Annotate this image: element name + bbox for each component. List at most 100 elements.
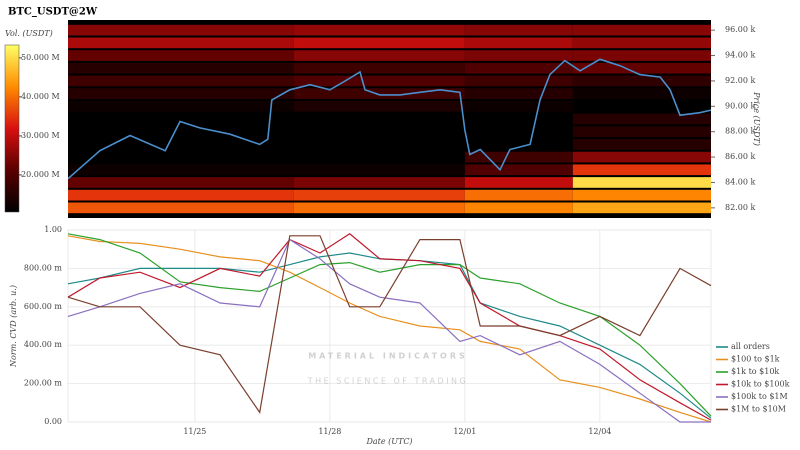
heatmap-cell [293, 126, 465, 138]
heatmap-cell [572, 88, 711, 99]
series-line [67, 235, 712, 414]
heatmap-cell [572, 189, 711, 201]
heatmap-cell [68, 37, 294, 49]
series-line [67, 233, 712, 421]
heatmap-cell [293, 177, 465, 188]
y-tick-label: 400.00 m [24, 340, 63, 349]
x-tick-label: 11/28 [318, 427, 341, 436]
y-tick-label: 200.00 m [24, 379, 63, 388]
x-tick-label: 11/25 [183, 427, 206, 436]
heatmap-cell [68, 189, 294, 201]
heatmap-cell [68, 62, 294, 74]
heatmap-cell [464, 75, 573, 87]
y-tick-label: 88.00 k [725, 127, 755, 136]
heatmap-cell [293, 113, 465, 125]
heatmap-cell [293, 100, 465, 112]
chart-title: BTC_USDT@2W [8, 7, 98, 18]
y-axis-title: Norm. CVD (arb. u.) [9, 285, 18, 368]
colorbar-tick-label: 20.000 M [21, 170, 60, 179]
heatmap-cell [293, 164, 465, 176]
heatmap-cell [464, 113, 573, 125]
heatmap-cell [293, 37, 465, 49]
legend-label: $100k to $1M [731, 392, 788, 401]
heatmap-cell [293, 50, 465, 61]
heatmap-cell [464, 177, 573, 188]
heatmap-cell [293, 139, 465, 150]
heatmap-cell [572, 202, 711, 214]
heatmap-cell [68, 75, 294, 87]
plot-area [67, 229, 712, 423]
colorbar-tick-label: 40.000 M [21, 92, 60, 101]
heatmap-cell [68, 164, 294, 176]
y-tick-label: 94.00 k [725, 51, 755, 60]
colorbar-tick-label: 30.000 M [21, 131, 60, 140]
heatmap-cell [572, 62, 711, 74]
heatmap-cell [464, 164, 573, 176]
y-tick-label: 0.00 [44, 417, 62, 426]
heatmap-cell [293, 24, 465, 36]
heatmap-cells [68, 24, 711, 214]
series-line [67, 238, 711, 423]
x-axis-title: Date (UTC) [365, 437, 412, 446]
price-line [68, 58, 711, 180]
heatmap-cell [68, 177, 294, 188]
heatmap-cell [464, 151, 573, 163]
y-tick-label: 84.00 k [725, 177, 755, 186]
heatmap-cell [293, 88, 465, 99]
heatmap-cell [464, 100, 573, 112]
legend-label: $1M to $10M [731, 405, 786, 414]
heatmap-cell [464, 139, 573, 150]
y-axis-title: Price (USDT) [752, 91, 761, 146]
legend-label: $100 to $1k [731, 355, 780, 364]
colorbar [4, 44, 20, 213]
y-tick-label: 1.00 [44, 225, 62, 234]
heatmap-cell [464, 62, 573, 74]
watermark-subtitle: THE SCIENCE OF TRADING [307, 377, 468, 386]
x-tick-label: 12/01 [453, 427, 476, 436]
heatmap-cell [68, 88, 294, 99]
heatmap-cell [464, 88, 573, 99]
heatmap-cell [464, 189, 573, 201]
y-tick-label: 90.00 k [725, 101, 755, 110]
heatmap-cell [464, 50, 573, 61]
heatmap-cell [464, 202, 573, 214]
heatmap-cell [464, 126, 573, 138]
y-tick-label: 800.00 m [24, 263, 63, 272]
heatmap-cell [464, 37, 573, 49]
heatmap-cell [293, 75, 465, 87]
watermark-title: MATERIAL INDICATORS [308, 352, 468, 361]
heatmap-cell [68, 113, 294, 125]
heatmap-cell [68, 50, 294, 61]
heatmap-cell [464, 24, 573, 36]
heatmap-cell [68, 139, 294, 150]
y-tick-label: 86.00 k [725, 152, 755, 161]
legend-label: $1k to $10k [731, 367, 779, 376]
heatmap-cell [572, 37, 711, 49]
heatmap-cell [572, 126, 711, 138]
y-tick-label: 600.00 m [24, 302, 63, 311]
heatmap-cell [572, 50, 711, 61]
legend-label: all orders [731, 342, 770, 351]
colorbar-title: Vol. (USDT) [5, 29, 53, 38]
heatmap-cell [68, 151, 294, 163]
heatmap-cell [68, 24, 294, 36]
legend-label: $10k to $100k [731, 380, 790, 389]
series-line [67, 235, 712, 423]
heatmap-cell [293, 189, 465, 201]
heatmap-cell [293, 202, 465, 214]
heatmap-cell [293, 62, 465, 74]
heatmap-cell [572, 75, 711, 87]
y-tick-label: 82.00 k [725, 203, 755, 212]
colorbar-tick-label: 50.000 M [21, 53, 60, 62]
heatmap-cell [68, 100, 294, 112]
heatmap-cell [572, 151, 711, 163]
heatmap-cell [68, 126, 294, 138]
heatmap-cell [572, 164, 711, 176]
heatmap-cell [572, 177, 711, 188]
heatmap-cell [572, 100, 711, 112]
heatmap-cell [572, 24, 711, 36]
heatmap-cell [572, 113, 711, 125]
heatmap-cell [572, 139, 711, 150]
heatmap-cell [68, 202, 294, 214]
